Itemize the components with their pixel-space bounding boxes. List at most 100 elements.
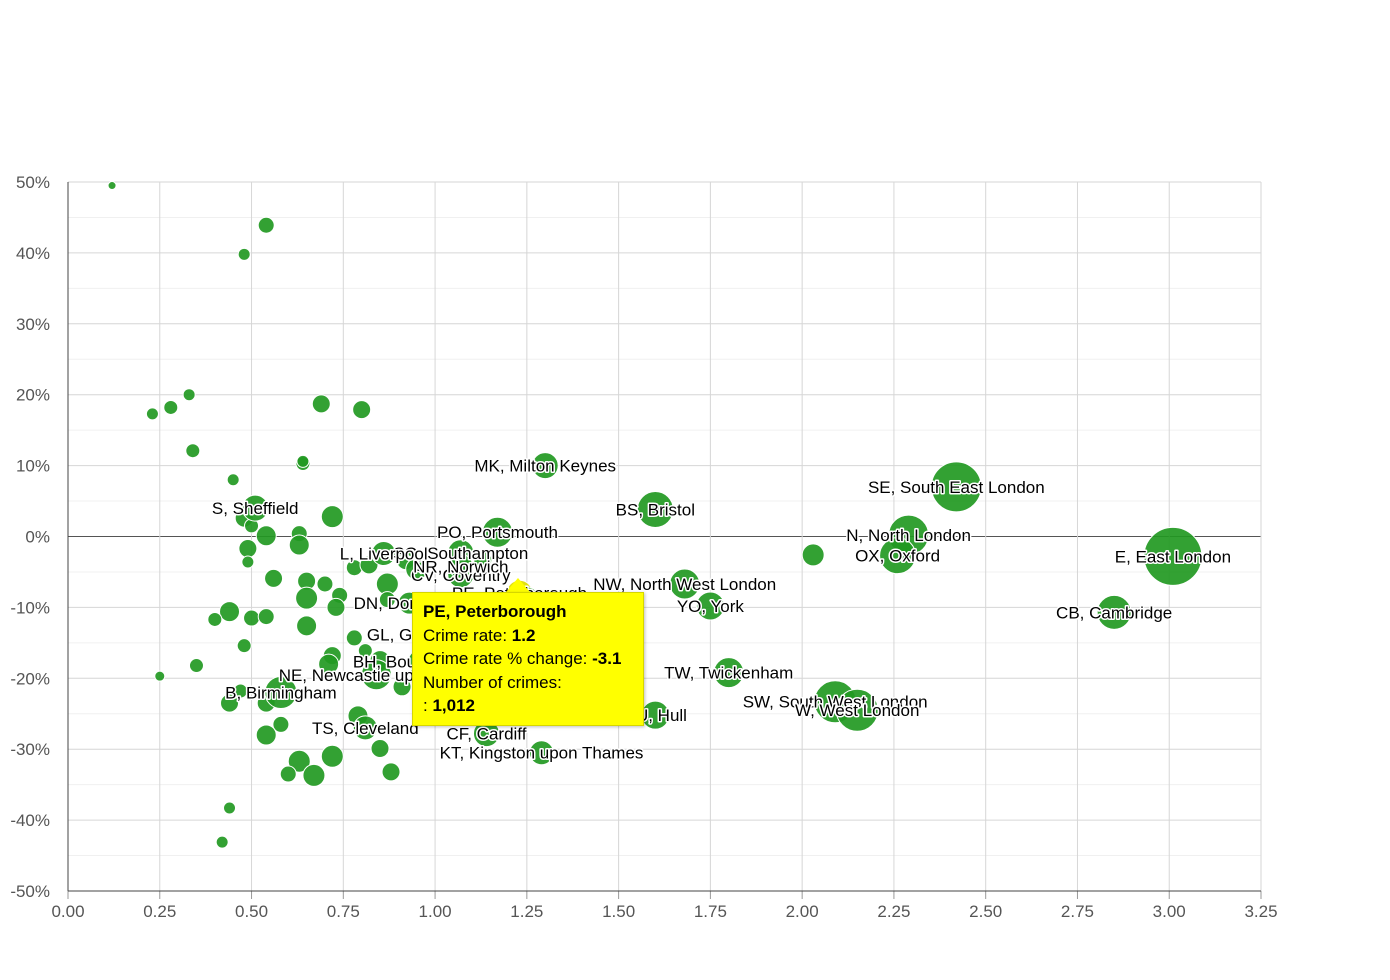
bubble <box>930 461 982 513</box>
tooltip-value: 1,012 <box>432 696 475 715</box>
x-tick-label: 1.00 <box>419 902 452 921</box>
y-tick-label: -10% <box>10 598 50 617</box>
bubble-labels: MK, Milton Keynes BS, Bristol SE, South Ea… <box>210 455 1232 764</box>
bubble-label: S, Sheffield <box>212 499 299 518</box>
bubble <box>257 216 275 234</box>
bubble-label: E, East London <box>1115 547 1231 566</box>
bubble <box>264 675 298 709</box>
bubble <box>695 591 725 621</box>
bubble <box>669 568 701 600</box>
tooltip-label: Crime rate: <box>423 625 512 645</box>
bubble <box>264 568 284 588</box>
bubble <box>233 683 249 699</box>
bubble-label: SW, South West London <box>743 693 928 712</box>
bubble <box>345 629 363 647</box>
bubble <box>481 516 513 548</box>
axes: 50% 40% 30% 20% 10% 0% -10% -20% -30% -40% -50%0.0… <box>10 173 1277 921</box>
bubble-label: PO, Portsmouth <box>437 523 558 542</box>
bubble-label: N, North London <box>846 526 971 545</box>
bubble <box>255 724 277 746</box>
bubble <box>320 744 344 768</box>
bubble <box>241 555 255 569</box>
y-tick-label: 20% <box>16 386 50 405</box>
x-tick-label: 3.00 <box>1153 902 1186 921</box>
bubble <box>188 658 204 674</box>
bubble <box>713 657 745 689</box>
x-tick-label: 0.25 <box>143 902 176 921</box>
y-tick-label: -20% <box>10 669 50 688</box>
bubble-label: BS, Bristol <box>616 501 695 520</box>
bubble <box>255 525 277 547</box>
x-tick-label: 0.75 <box>327 902 360 921</box>
bubble-label: YO, York <box>677 597 745 616</box>
y-tick-label: 0% <box>25 528 50 547</box>
bubble <box>378 591 396 609</box>
bubble <box>473 550 493 570</box>
tooltip-arrow <box>506 578 530 592</box>
bubble-label: MK, Milton Keynes <box>474 457 616 476</box>
tooltip-label: : <box>423 696 433 715</box>
tooltip-row-crime-rate: Crime rate: 1.2 <box>423 624 633 648</box>
bubble <box>296 615 318 637</box>
tooltip-label: Crime rate % change: <box>423 649 593 668</box>
bubble <box>370 738 390 758</box>
bubble <box>1096 594 1132 630</box>
bubble-label: L, Liverpool <box>340 545 428 564</box>
tooltip: PE, Peterborough Crime rate: 1.2 Crime r… <box>412 592 644 726</box>
bubble-label: TS, Cleveland <box>312 719 419 738</box>
x-tick-label: 1.50 <box>602 902 635 921</box>
bubble <box>107 181 117 191</box>
bubble <box>215 835 229 849</box>
bubble <box>311 394 331 414</box>
bubble <box>360 659 392 691</box>
bubble <box>405 557 429 581</box>
bubble <box>226 473 240 487</box>
bubble <box>219 601 241 623</box>
bubble-label: NR, Norwich <box>413 557 508 576</box>
bubble <box>448 553 474 579</box>
bubble-label: CV, Coventry <box>411 566 511 585</box>
bubble <box>371 541 397 567</box>
bubble <box>257 608 275 626</box>
bubble <box>288 534 310 556</box>
bubble-label: SO, Southampton <box>393 544 528 563</box>
bubble <box>287 749 311 773</box>
bubble-label: SE, South East London <box>868 478 1045 497</box>
grid <box>67 181 1262 892</box>
bubble <box>145 407 159 421</box>
bubble-label: W, West London <box>795 701 919 720</box>
bubble <box>237 247 251 261</box>
bubble <box>207 611 223 627</box>
y-tick-label: 30% <box>16 315 50 334</box>
bubble <box>392 677 412 697</box>
bubble-label: OX, Oxford <box>855 547 940 566</box>
bubble <box>381 762 401 782</box>
tooltip-title: PE, Peterborough <box>423 602 567 621</box>
y-tick-label: -40% <box>10 811 50 830</box>
y-tick-label: -50% <box>10 882 50 901</box>
bubble <box>320 505 344 529</box>
bubble <box>154 670 166 682</box>
bubble-label: NW, North West London <box>593 575 776 594</box>
bubble <box>531 452 559 480</box>
tooltip-value: 1.2 <box>511 625 536 645</box>
x-tick-label: 0.00 <box>51 902 84 921</box>
bubble <box>223 801 237 815</box>
bubble-label: KT, Kingston upon Thames <box>440 744 644 763</box>
bubble <box>279 765 297 783</box>
bubble <box>241 494 269 522</box>
bubbles <box>107 181 1203 849</box>
bubble <box>357 643 373 659</box>
tooltip-crimes-label: Number of crimes: <box>423 672 562 692</box>
bubble <box>326 597 346 617</box>
bubble <box>272 715 290 733</box>
x-tick-label: 1.75 <box>694 902 727 921</box>
x-tick-label: 2.00 <box>786 902 819 921</box>
bubble <box>243 609 261 627</box>
bubble <box>801 543 825 567</box>
bubble <box>185 443 201 459</box>
bubble <box>1143 526 1203 586</box>
bubble <box>879 537 917 575</box>
bubble-label: CB, Cambridge <box>1056 603 1172 622</box>
